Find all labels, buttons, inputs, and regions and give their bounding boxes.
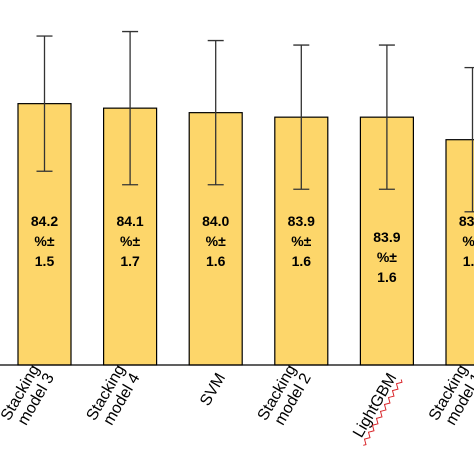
- bars-layer: [17, 103, 474, 366]
- error-bar-1: [36, 35, 53, 172]
- data-label-6: 83.4%±1.6: [459, 213, 474, 269]
- x-tick-label-3: SVM: [197, 371, 229, 410]
- data-labels-layer: 84.2 %± 1.5 84.1 %± 1.7 84.0 %± 1.6 83.9 %± 1.6 83.9…: [31, 213, 474, 285]
- x-tick-label-1: Stackingmodel 3: [0, 362, 58, 432]
- x-tick-label-5: LightGBM: [350, 371, 400, 441]
- error-bars-layer: [36, 30, 474, 213]
- data-label-2: 84.1 %± 1.7: [116, 213, 143, 269]
- error-bar-4: [293, 44, 310, 190]
- x-tick-label-2: Stackingmodel 4: [83, 362, 143, 432]
- spellcheck-underline: [363, 379, 403, 446]
- error-bar-3: [207, 39, 224, 186]
- x-tick-label-4: Stackingmodel 2: [255, 362, 315, 432]
- error-bar-6: [464, 66, 474, 213]
- data-label-5: 83.9 %± 1.6: [373, 229, 400, 285]
- data-label-3: 84.0 %± 1.6: [202, 213, 229, 269]
- data-label-4: 83.9 %± 1.6: [288, 213, 315, 269]
- error-bar-5: [378, 44, 395, 190]
- data-label-1: 84.2 %± 1.5: [31, 213, 58, 269]
- x-tick-label-6: Stackingmodel 1: [426, 362, 474, 432]
- error-bar-2: [122, 30, 139, 186]
- x-tick-labels-layer: Stackingmodel 3 Stackingmodel 4 SVM Stackin…: [0, 362, 474, 446]
- bar-6: [445, 139, 474, 366]
